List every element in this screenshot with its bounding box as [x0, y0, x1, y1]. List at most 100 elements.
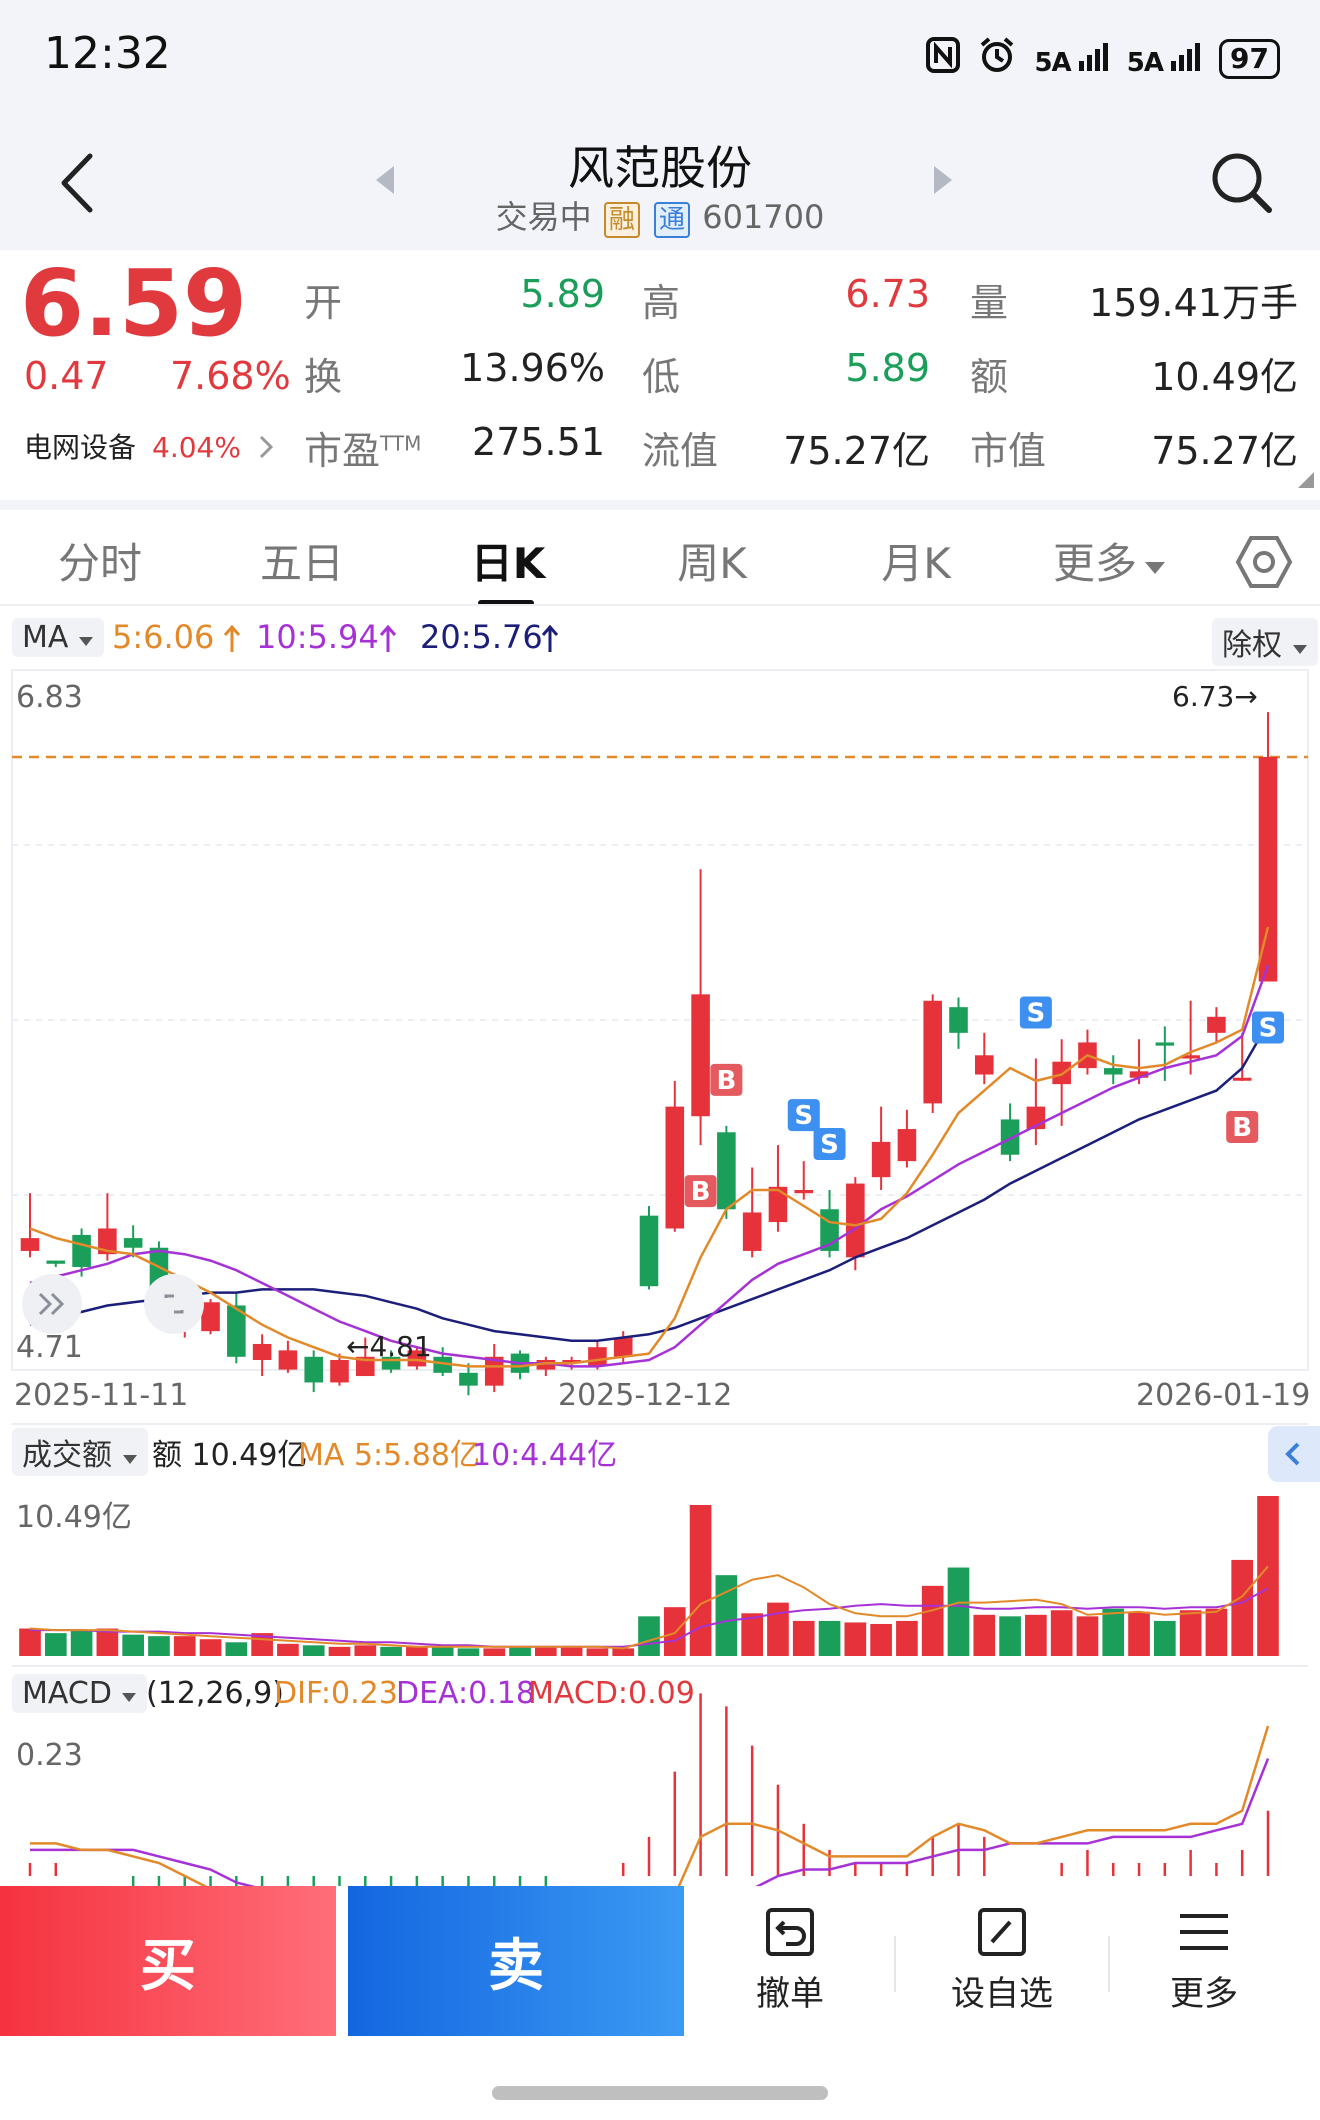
volume-bar [328, 1646, 351, 1656]
adjust-selector[interactable]: 除权 [1212, 618, 1318, 666]
back-button[interactable] [50, 148, 110, 218]
buy-signal-badge [684, 1175, 717, 1208]
triangle-right-icon [934, 166, 952, 194]
stock-header: 风范股份 交易中 融 通 601700 [0, 110, 1320, 250]
nfc-icon [926, 37, 961, 81]
volume-bar [638, 1616, 660, 1656]
buy-button[interactable]: 买 [0, 1886, 336, 2036]
triangle-left-icon [376, 166, 394, 194]
volume-value: 159.41万手 [1089, 281, 1298, 325]
chart-settings-button[interactable] [1234, 532, 1294, 592]
volume-label: 量 [970, 281, 1009, 325]
candle-body [356, 1356, 375, 1377]
tab-weekly-k[interactable]: 周K [677, 539, 747, 588]
quote-panel[interactable]: 6.59 0.47 7.68% 电网设备 4.04% 开 5.89 高 6.73 … [0, 250, 1320, 490]
ma5-up-arrow-icon [223, 624, 241, 652]
volume-bar [663, 1607, 686, 1656]
amount-value: 10.49亿 [1151, 355, 1298, 399]
tab-five-day[interactable]: 五日 [259, 539, 344, 588]
macd-dif-line [30, 1725, 1270, 1886]
macd-y-top: 0.23 [16, 1738, 83, 1773]
bar-separator [894, 1936, 896, 1992]
turnover-value: 13.96% [460, 346, 605, 390]
candle-body [1258, 756, 1278, 982]
macd-dea: DEA:0.18 [396, 1676, 535, 1711]
volume-bar [277, 1643, 299, 1656]
volume-ma5: MA 5:5.88亿 [298, 1438, 480, 1473]
pe-value: 275.51 [472, 420, 605, 464]
volume-bar [535, 1646, 557, 1656]
buy-signal-label: B [691, 1177, 711, 1207]
volume-bar [148, 1636, 170, 1656]
ma-selector[interactable]: MA [12, 618, 104, 657]
stock-name: 风范股份 [568, 141, 752, 195]
cancel-order-button[interactable]: 撤单 [710, 1904, 870, 2015]
active-tab-indicator [478, 600, 534, 606]
candle-body [639, 1215, 659, 1287]
open-label: 开 [304, 281, 343, 325]
edit-icon [978, 1908, 1026, 1956]
add-watchlist-button[interactable]: 设自选 [922, 1904, 1082, 2015]
tab-more[interactable]: 更多 [1040, 530, 1180, 591]
candle-body [1207, 1016, 1226, 1033]
date-label-start: 2025-11-11 [14, 1378, 189, 1413]
fullscreen-button[interactable] [144, 1274, 204, 1334]
sell-signal-label: S [820, 1130, 839, 1160]
prev-stock-button[interactable] [370, 160, 400, 200]
home-indicator[interactable] [492, 2086, 828, 2100]
kline-y-bottom: 4.71 [16, 1330, 83, 1365]
connect-tag: 通 [654, 202, 691, 238]
sector-pct: 4.04% [152, 431, 241, 464]
dropdown-icon [122, 1455, 137, 1464]
low-label: 低 [642, 355, 681, 399]
candle-body [330, 1360, 349, 1383]
sell-signal-label: S [1259, 1014, 1278, 1044]
sector-link[interactable]: 电网设备 4.04% [24, 426, 276, 466]
candle-body [768, 1186, 788, 1223]
search-button[interactable] [1209, 150, 1275, 216]
scroll-left-button[interactable] [22, 1274, 82, 1334]
more-menu-button[interactable]: 更多 [1124, 1904, 1284, 2015]
dropdown-icon [1292, 645, 1307, 654]
candle-body [72, 1234, 91, 1267]
volume-bar [767, 1602, 789, 1656]
ma10-legend: 10:5.94 [256, 618, 379, 656]
candle-body [665, 1106, 685, 1229]
candle-body [923, 1000, 942, 1104]
signal-icon-1: 5A [1034, 41, 1108, 78]
period-tabs: 分时 五日 日K 周K 月K 更多 [0, 500, 1320, 606]
volume-bar [973, 1614, 996, 1656]
volume-selector[interactable]: 成交额 [12, 1428, 148, 1476]
expand-corner-icon[interactable] [1298, 472, 1314, 488]
candle-body [536, 1360, 556, 1370]
volume-bar [999, 1616, 1021, 1656]
sell-signal-label: S [794, 1101, 813, 1131]
tab-monthly-k[interactable]: 月K [881, 539, 951, 588]
volume-bar [612, 1648, 635, 1656]
date-label-end: 2026-01-19 [1136, 1378, 1311, 1413]
sell-signal-badge [1019, 996, 1052, 1029]
margin-tag: 融 [603, 202, 640, 238]
macd-selector[interactable]: MACD [12, 1674, 148, 1713]
volume-bar [44, 1633, 67, 1656]
sell-button[interactable]: 卖 [348, 1886, 684, 2036]
collapse-panel-button[interactable] [1268, 1426, 1320, 1482]
volume-bar [1050, 1610, 1073, 1656]
sector-name: 电网设备 [24, 431, 137, 464]
candle-body [613, 1337, 633, 1357]
double-chevron-icon [38, 1292, 65, 1316]
next-stock-button[interactable] [928, 160, 958, 200]
tab-daily-k[interactable]: 日K [470, 539, 546, 588]
chevron-right-icon [259, 435, 273, 459]
volume-bar [1025, 1614, 1047, 1656]
open-value: 5.89 [520, 272, 605, 316]
tab-intraday[interactable]: 分时 [57, 539, 142, 588]
candle-body [304, 1356, 323, 1383]
float-cap-label: 流值 [642, 429, 719, 473]
amount-label: 额 [970, 355, 1009, 399]
candle-body [484, 1356, 504, 1386]
volume-bar [896, 1620, 918, 1656]
candle-body [1232, 1077, 1252, 1081]
